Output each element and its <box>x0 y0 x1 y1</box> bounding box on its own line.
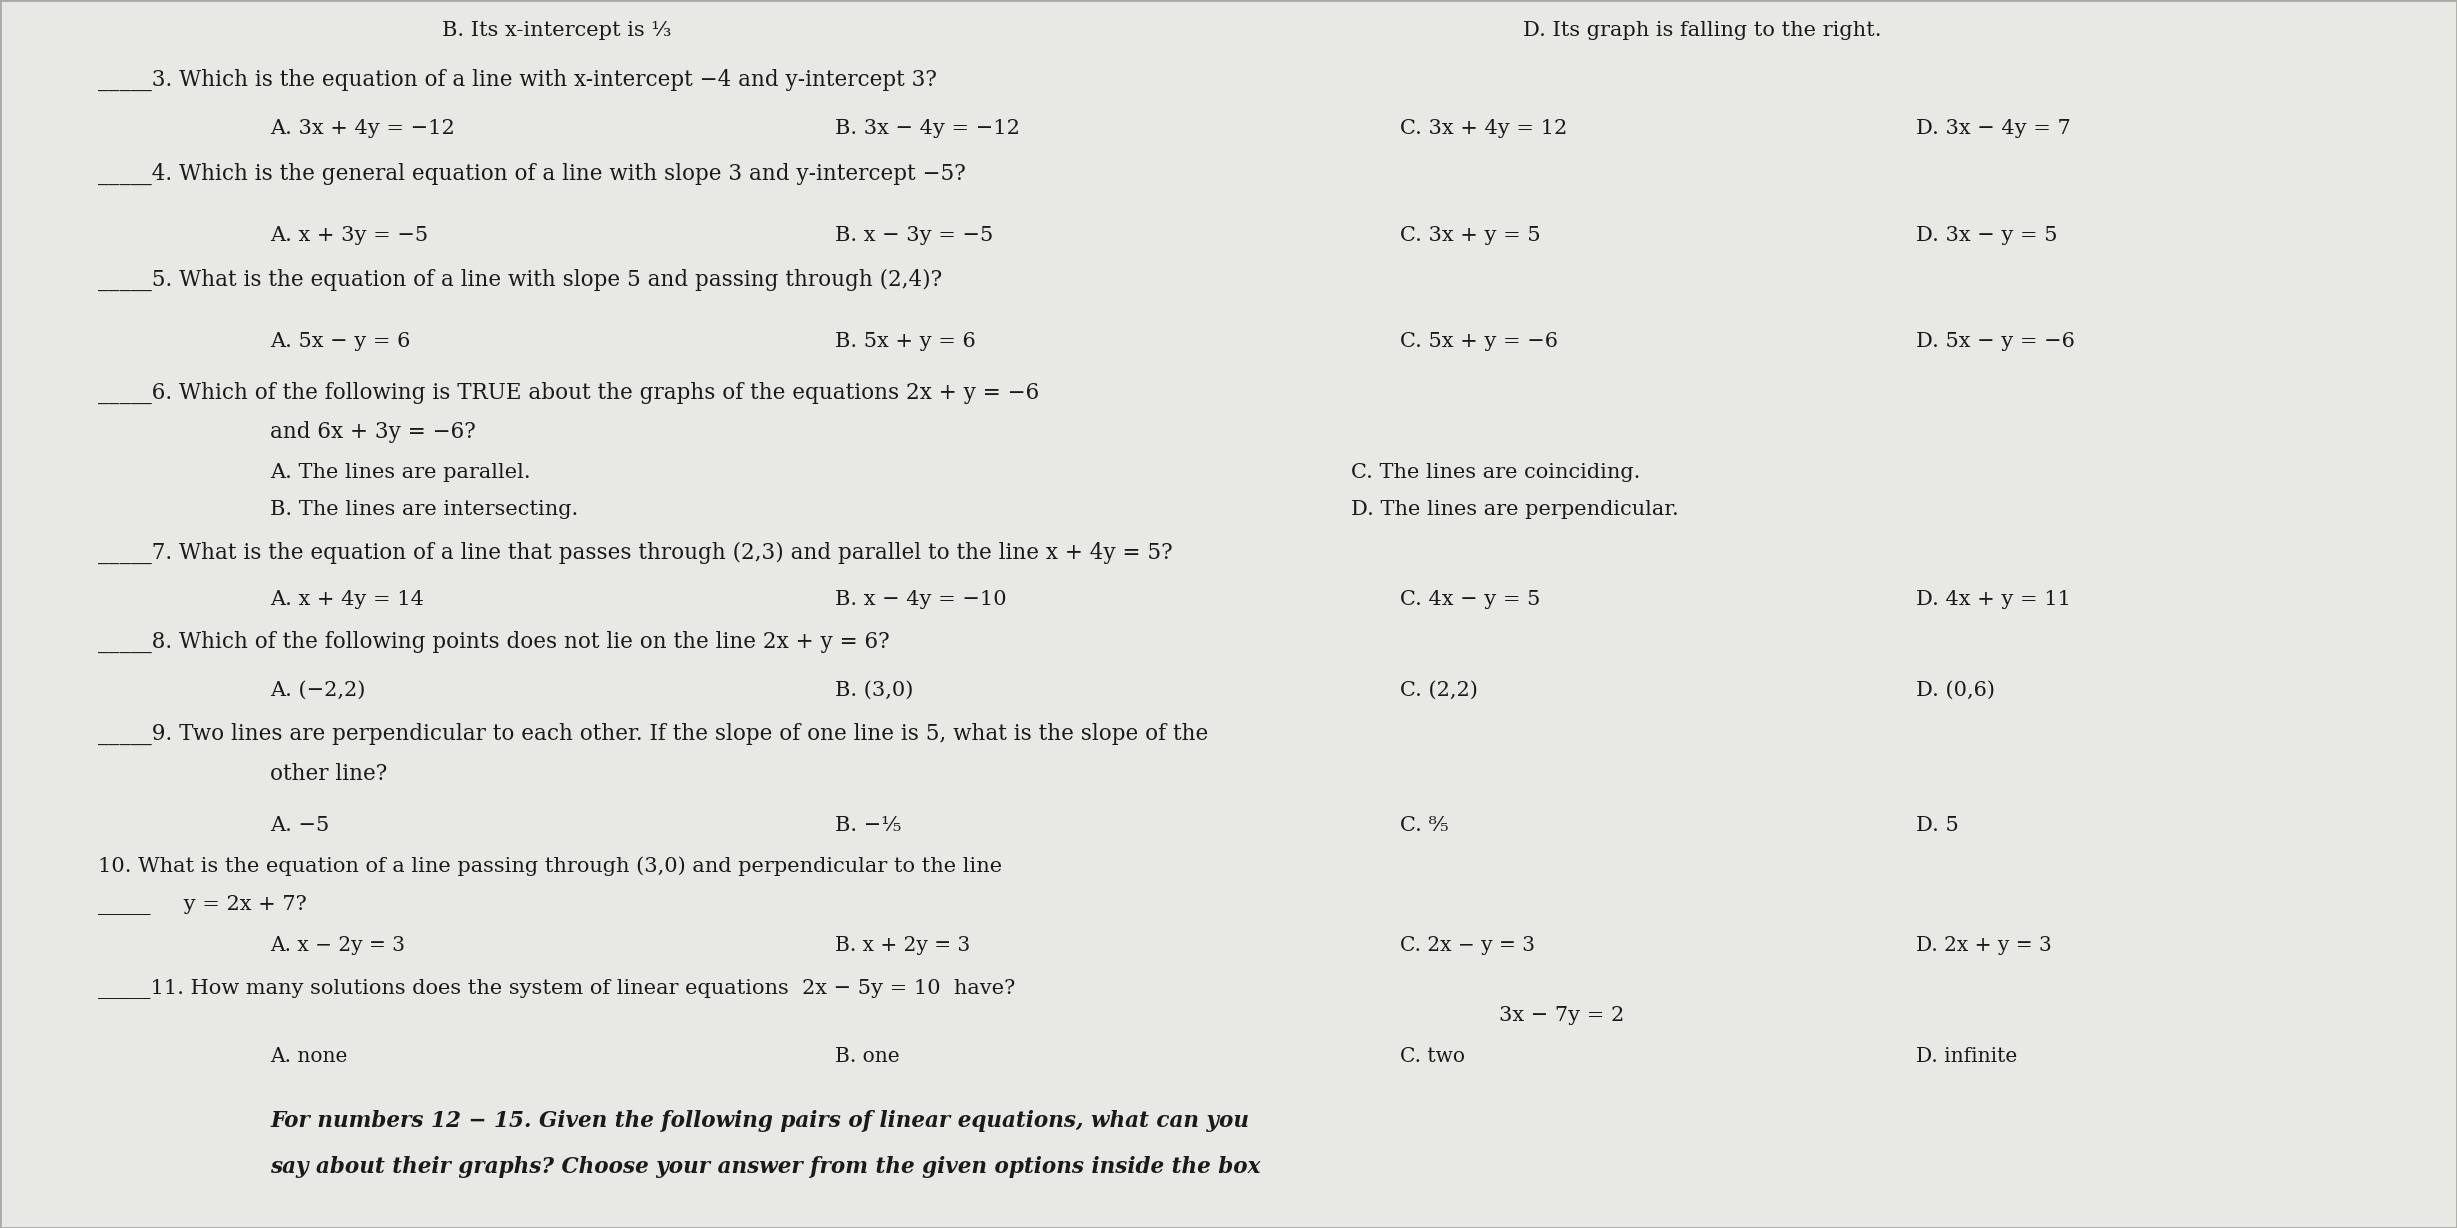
Text: D. 3x − y = 5: D. 3x − y = 5 <box>1916 226 2059 246</box>
Text: C. (2,2): C. (2,2) <box>1400 680 1479 700</box>
Text: C. 3x + y = 5: C. 3x + y = 5 <box>1400 226 1541 246</box>
Text: 10. What is the equation of a line passing through (3,0) and perpendicular to th: 10. What is the equation of a line passi… <box>98 856 1002 876</box>
Text: C. The lines are coinciding.: C. The lines are coinciding. <box>1351 463 1641 483</box>
Text: and 6x + 3y = −6?: and 6x + 3y = −6? <box>270 421 477 443</box>
Text: D. 5x − y = −6: D. 5x − y = −6 <box>1916 332 2076 351</box>
Text: D. The lines are perpendicular.: D. The lines are perpendicular. <box>1351 500 1678 519</box>
Text: B. one: B. one <box>835 1046 899 1066</box>
Text: A. 5x − y = 6: A. 5x − y = 6 <box>270 332 410 351</box>
Text: _____     y = 2x + 7?: _____ y = 2x + 7? <box>98 895 307 915</box>
Text: C. 4x − y = 5: C. 4x − y = 5 <box>1400 589 1541 609</box>
Text: D. 4x + y = 11: D. 4x + y = 11 <box>1916 589 2071 609</box>
Text: say about their graphs? Choose your answer from the given options inside the box: say about their graphs? Choose your answ… <box>270 1156 1260 1178</box>
Text: D. infinite: D. infinite <box>1916 1046 2017 1066</box>
Text: A. −5: A. −5 <box>270 815 329 835</box>
Text: _____4. Which is the general equation of a line with slope 3 and y-intercept −5?: _____4. Which is the general equation of… <box>98 163 966 185</box>
Text: _____5. What is the equation of a line with slope 5 and passing through (2,4)?: _____5. What is the equation of a line w… <box>98 269 943 291</box>
Text: B. x + 2y = 3: B. x + 2y = 3 <box>835 936 971 955</box>
Text: D. Its graph is falling to the right.: D. Its graph is falling to the right. <box>1523 21 1882 41</box>
Text: _____11. How many solutions does the system of linear equations  2x − 5y = 10  h: _____11. How many solutions does the sys… <box>98 979 1015 998</box>
Text: D. 3x − 4y = 7: D. 3x − 4y = 7 <box>1916 119 2071 139</box>
Text: other line?: other line? <box>270 763 388 785</box>
Text: D. (0,6): D. (0,6) <box>1916 680 1995 700</box>
Text: A. x + 4y = 14: A. x + 4y = 14 <box>270 589 425 609</box>
Text: C. 5x + y = −6: C. 5x + y = −6 <box>1400 332 1558 351</box>
Text: A. The lines are parallel.: A. The lines are parallel. <box>270 463 531 483</box>
Text: D. 2x + y = 3: D. 2x + y = 3 <box>1916 936 2052 955</box>
Text: 3x − 7y = 2: 3x − 7y = 2 <box>1499 1006 1624 1025</box>
Text: B. 3x − 4y = −12: B. 3x − 4y = −12 <box>835 119 1020 139</box>
Text: _____8. Which of the following points does not lie on the line 2x + y = 6?: _____8. Which of the following points do… <box>98 631 889 653</box>
Text: For numbers 12 − 15. Given the following pairs of linear equations, what can you: For numbers 12 − 15. Given the following… <box>270 1110 1248 1132</box>
Text: A. x + 3y = −5: A. x + 3y = −5 <box>270 226 428 246</box>
Text: _____3. Which is the equation of a line with x-intercept −4 and y-intercept 3?: _____3. Which is the equation of a line … <box>98 69 936 91</box>
Text: C. ⁸⁄₅: C. ⁸⁄₅ <box>1400 815 1450 835</box>
Text: B. x − 3y = −5: B. x − 3y = −5 <box>835 226 993 246</box>
Text: C. 3x + 4y = 12: C. 3x + 4y = 12 <box>1400 119 1568 139</box>
Text: A. x − 2y = 3: A. x − 2y = 3 <box>270 936 405 955</box>
Text: B. x − 4y = −10: B. x − 4y = −10 <box>835 589 1007 609</box>
Text: A. (−2,2): A. (−2,2) <box>270 680 366 700</box>
Text: A. 3x + 4y = −12: A. 3x + 4y = −12 <box>270 119 455 139</box>
Text: C. 2x − y = 3: C. 2x − y = 3 <box>1400 936 1536 955</box>
Text: B. Its x-intercept is ¹⁄₃: B. Its x-intercept is ¹⁄₃ <box>442 21 671 41</box>
Text: B. The lines are intersecting.: B. The lines are intersecting. <box>270 500 577 519</box>
Text: B. 5x + y = 6: B. 5x + y = 6 <box>835 332 975 351</box>
Text: _____7. What is the equation of a line that passes through (2,3) and parallel to: _____7. What is the equation of a line t… <box>98 542 1172 564</box>
Text: _____9. Two lines are perpendicular to each other. If the slope of one line is 5: _____9. Two lines are perpendicular to e… <box>98 723 1209 745</box>
Text: B. (3,0): B. (3,0) <box>835 680 914 700</box>
Text: A. none: A. none <box>270 1046 346 1066</box>
Text: C. two: C. two <box>1400 1046 1464 1066</box>
Text: D. 5: D. 5 <box>1916 815 1958 835</box>
Text: B. −¹⁄₅: B. −¹⁄₅ <box>835 815 902 835</box>
Text: _____6. Which of the following is TRUE about the graphs of the equations 2x + y : _____6. Which of the following is TRUE a… <box>98 382 1039 404</box>
